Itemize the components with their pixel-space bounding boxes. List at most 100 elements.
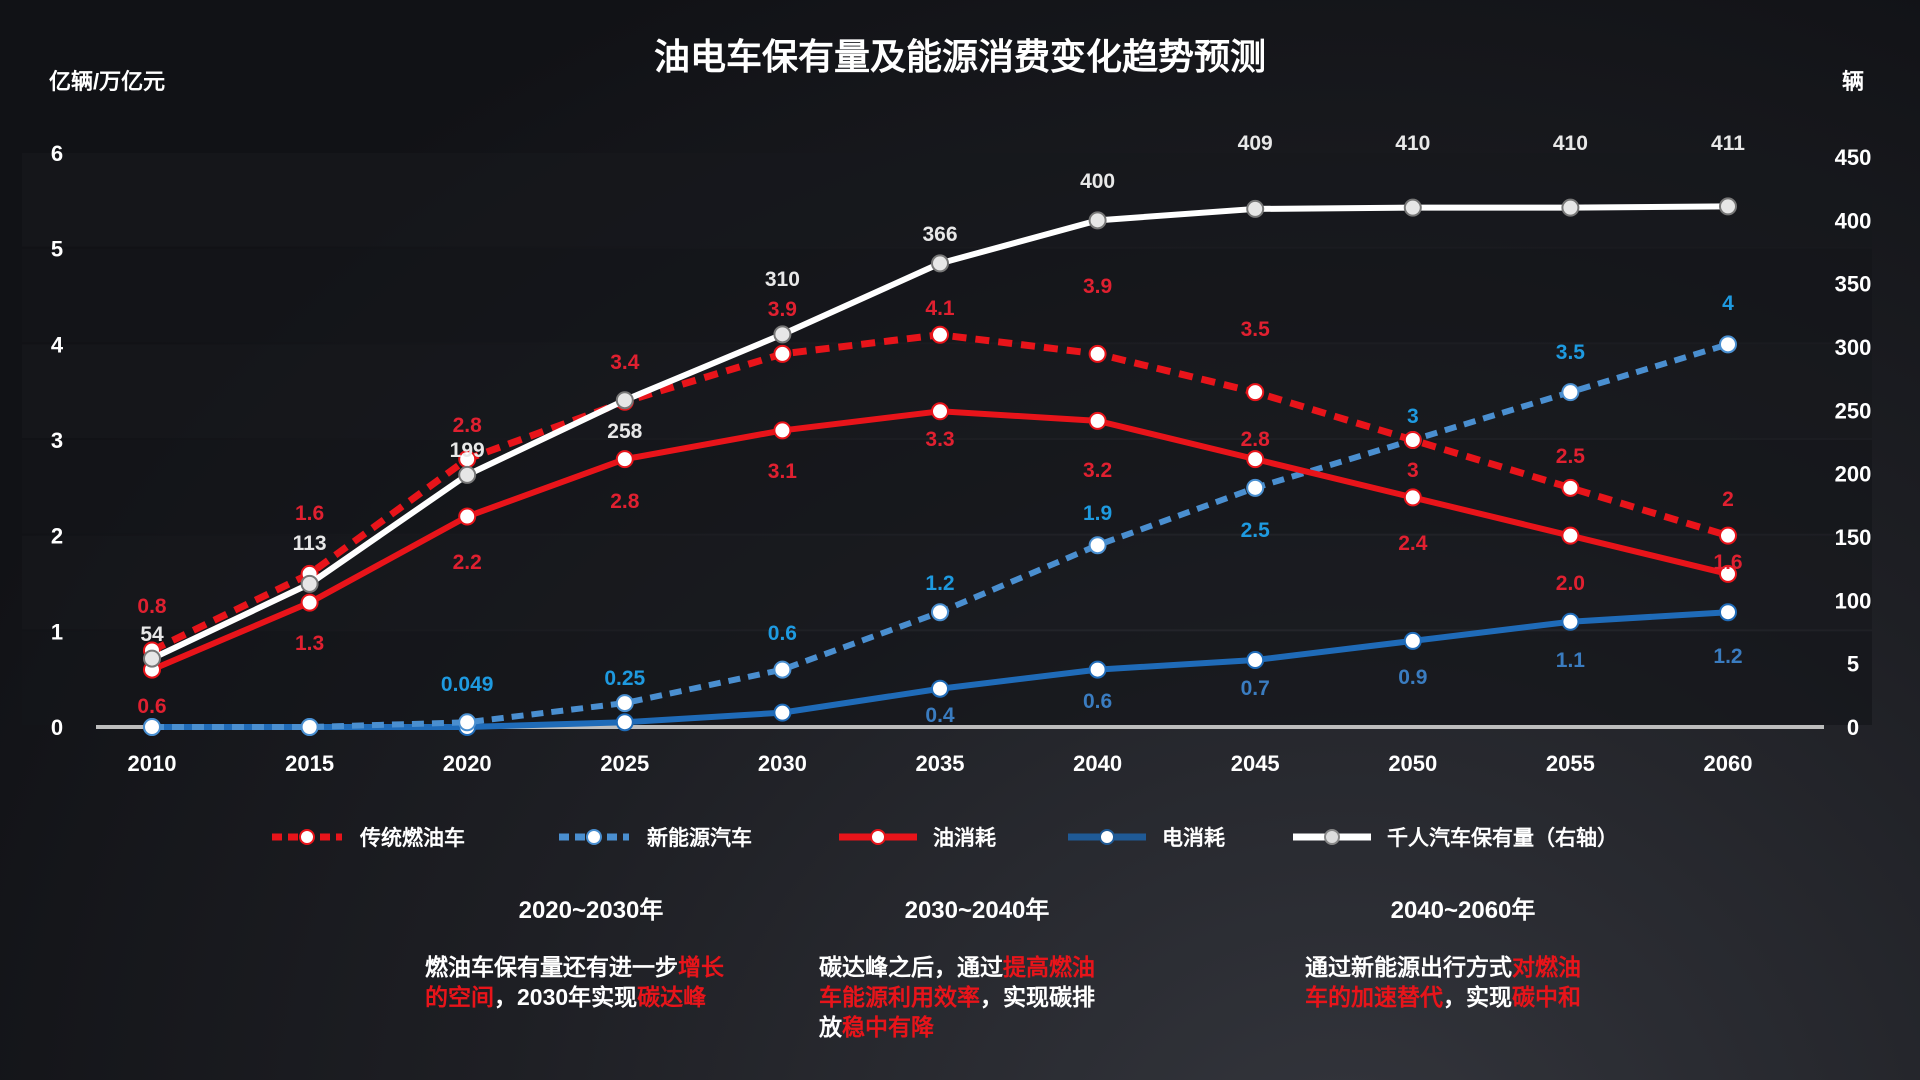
x-tick-label: 2035: [916, 751, 965, 776]
data-point-gas: [1561, 478, 1580, 497]
data-point-elec: [1719, 603, 1737, 622]
data-point-oil: [615, 450, 634, 469]
legend-item-oil: 油消耗: [839, 822, 996, 852]
data-point-oil: [1088, 411, 1107, 430]
data-label-oil: 1.3: [295, 632, 324, 655]
legend-label: 电消耗: [1162, 827, 1225, 850]
text-segment: 放: [819, 1014, 842, 1040]
dashed-red-marker-icon: [272, 829, 342, 845]
data-point-nev: [143, 718, 161, 736]
x-tick-label: 2060: [1704, 751, 1753, 776]
data-point-oil: [1719, 564, 1737, 583]
data-point-cars: [143, 649, 161, 668]
right-y-tick-label: 150: [1835, 525, 1872, 550]
x-tick-label: 2010: [128, 751, 177, 776]
section-text-2040-2060: 通过新能源出行方式对燃油 车的加速替代，实现碳中和: [1305, 952, 1581, 1012]
data-label-gas: 0.8: [137, 595, 167, 618]
data-label-cars: 310: [765, 268, 800, 291]
data-point-gas: [1403, 431, 1422, 449]
data-label-gas: 2.8: [453, 414, 483, 437]
data-point-nev: [773, 660, 792, 679]
grid-band: [22, 153, 1872, 247]
text-segment: 碳达峰之后，通过: [819, 954, 1003, 980]
legend-label: 千人汽车保有量（右轴）: [1387, 827, 1618, 850]
data-label-cars: 54: [140, 623, 164, 646]
data-label-oil: 3.1: [768, 460, 798, 483]
data-label-elec: 0.6: [1083, 690, 1112, 713]
data-label-cars: 199: [450, 439, 485, 462]
grid-band: [22, 631, 1872, 725]
data-label-gas: 3.4: [610, 351, 640, 374]
data-point-gas: [931, 325, 949, 344]
data-label-gas: 3.9: [768, 298, 797, 321]
left-y-tick-label: 1: [51, 619, 63, 644]
data-label-oil: 2.0: [1556, 572, 1585, 595]
text-segment: 燃油车保有量还有进一步: [425, 954, 678, 980]
data-label-oil: 1.6: [1713, 551, 1742, 574]
data-label-cars: 113: [293, 532, 327, 555]
highlight-text: 提高燃油: [1003, 954, 1095, 980]
highlight-text: 对燃油: [1512, 954, 1581, 980]
solid-white-marker-icon: [1293, 829, 1371, 845]
right-y-tick-label: 400: [1835, 208, 1872, 233]
data-label-nev: 1.9: [1083, 502, 1112, 525]
data-point-gas: [1246, 383, 1265, 402]
data-label-gas: 4.1: [925, 297, 955, 320]
data-point-elec: [1403, 631, 1422, 650]
data-point-nev: [1719, 335, 1737, 354]
data-label-elec: 1.1: [1556, 649, 1586, 672]
left-y-tick-label: 6: [51, 141, 63, 166]
data-point-elec: [773, 703, 792, 722]
data-point-oil: [300, 593, 319, 612]
data-label-cars: 410: [1553, 132, 1588, 155]
section-heading-2020-2030: 2020~2030年: [518, 897, 664, 924]
data-label-nev: 0.25: [604, 667, 645, 690]
data-point-nev: [1088, 536, 1107, 555]
data-label-oil: 2.8: [1241, 428, 1271, 451]
data-label-oil: 2.8: [610, 490, 640, 513]
data-point-oil: [1403, 488, 1422, 507]
data-point-oil: [458, 507, 477, 526]
x-tick-label: 2040: [1073, 751, 1122, 776]
data-point-oil: [1246, 450, 1265, 469]
x-tick-label: 2045: [1231, 751, 1280, 776]
data-point-cars: [615, 391, 634, 410]
data-label-gas: 1.6: [295, 502, 324, 525]
data-label-nev: 3.5: [1556, 341, 1586, 364]
x-tick-label: 2020: [443, 751, 492, 776]
data-label-elec: 0.4: [925, 704, 955, 727]
data-point-oil: [1561, 526, 1580, 545]
right-axis-unit: 辆: [1842, 69, 1865, 94]
legend-label: 新能源汽车: [647, 827, 752, 850]
right-y-tick-label: 200: [1835, 462, 1872, 487]
right-y-tick-label: 5: [1847, 652, 1859, 677]
data-point-cars: [1246, 199, 1265, 218]
data-point-nev: [1561, 383, 1580, 402]
data-point-nev: [1246, 478, 1265, 497]
highlight-text: 增长: [678, 954, 724, 980]
data-point-cars: [1719, 197, 1737, 216]
data-point-elec: [1088, 660, 1107, 679]
highlight-text: 的空间: [425, 984, 494, 1010]
data-label-gas: 3.9: [1083, 275, 1112, 298]
data-point-elec: [931, 679, 949, 698]
legend-item-elec: 电消耗: [1068, 822, 1225, 852]
text-segment: ，2030年实现: [494, 984, 638, 1010]
highlight-text: 碳中和: [1512, 984, 1581, 1010]
data-point-elec: [615, 713, 634, 732]
data-label-oil: 2.4: [1398, 532, 1428, 555]
dashed-blue-marker-icon: [559, 829, 629, 845]
data-label-gas: 3.5: [1241, 318, 1271, 341]
legend: 传统燃油车 新能源汽车 油消耗 电消耗 千人汽车保有量（右轴）: [0, 822, 1920, 856]
data-label-oil: 3.3: [925, 428, 954, 451]
section-text-2020-2030: 燃油车保有量还有进一步增长 的空间，2030年实现碳达峰: [425, 952, 724, 1012]
data-point-elec: [1246, 651, 1265, 670]
data-point-nev: [300, 718, 319, 736]
data-label-cars: 410: [1395, 132, 1430, 155]
data-label-gas: 2: [1722, 488, 1734, 511]
data-label-elec: 0.7: [1241, 677, 1270, 700]
data-label-gas: 2.5: [1556, 445, 1586, 468]
text-line: 车能源利用效率，实现碳排: [819, 982, 1095, 1012]
data-label-nev: 3: [1407, 405, 1419, 428]
legend-item-cars: 千人汽车保有量（右轴）: [1293, 822, 1618, 852]
